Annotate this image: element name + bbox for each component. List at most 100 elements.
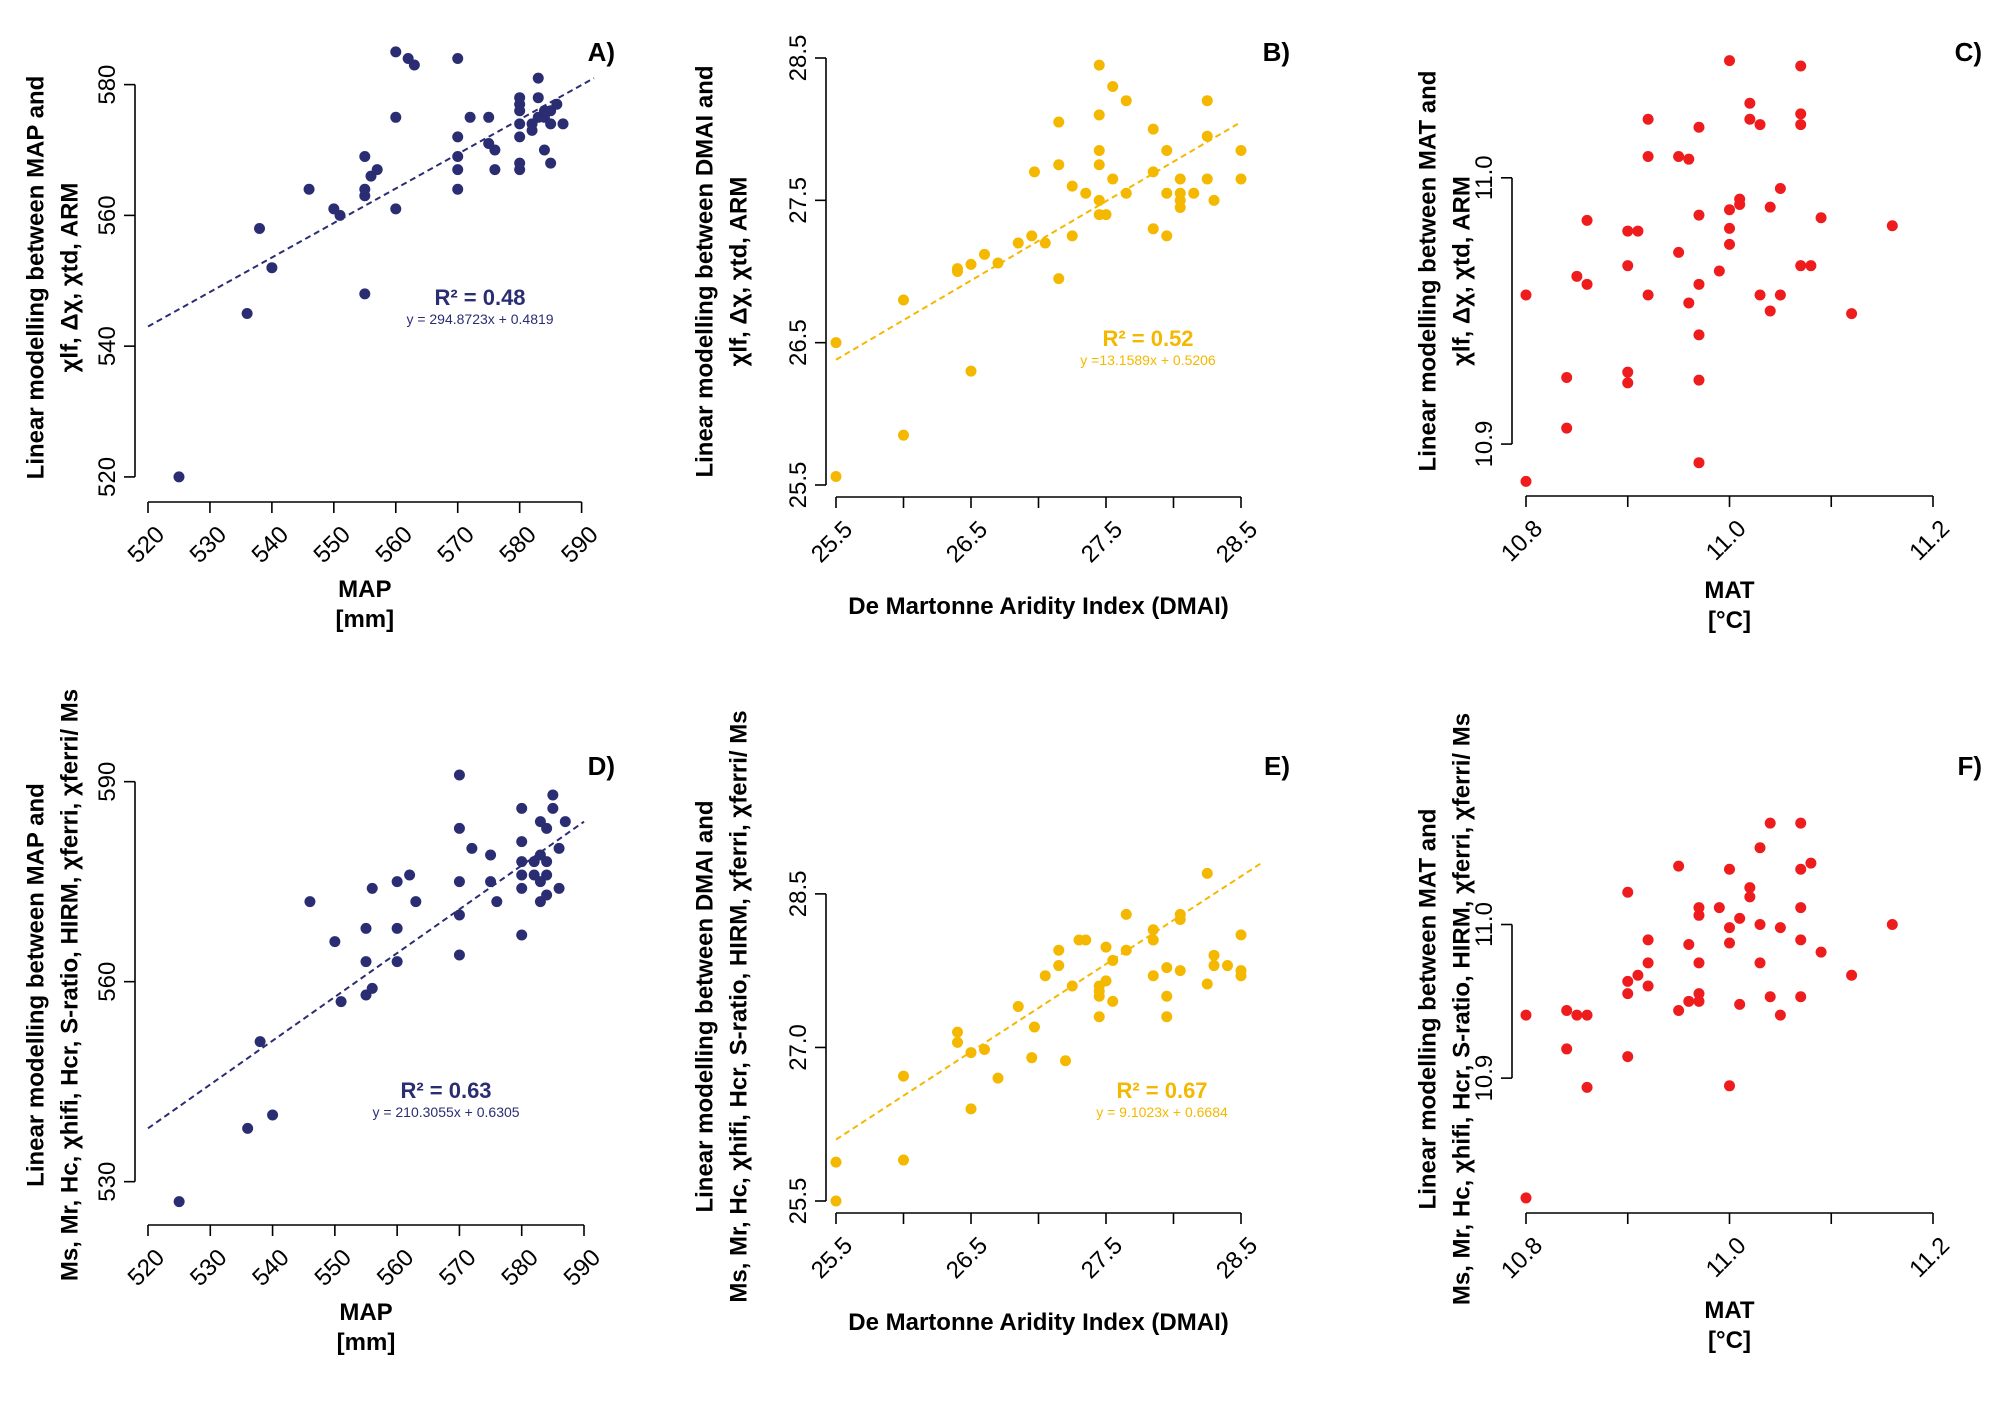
data-point xyxy=(1561,1005,1573,1017)
data-point xyxy=(1012,237,1024,249)
data-point xyxy=(1693,902,1705,914)
data-point xyxy=(390,46,402,58)
y-tick-label: 530 xyxy=(94,1162,121,1202)
data-point xyxy=(254,222,265,234)
data-point xyxy=(1235,965,1247,977)
data-point xyxy=(410,896,422,908)
data-point xyxy=(952,263,963,275)
data-point xyxy=(391,956,403,968)
r-squared-label: R² = 0.52 xyxy=(1102,326,1193,351)
x-axis-title: De Martonne Aridity Index (DMAI) xyxy=(848,1309,1228,1336)
data-point xyxy=(1724,937,1735,949)
data-point xyxy=(1012,1001,1024,1012)
chart-panel-6: 10.9 11.0 10.8 11.0 11.2 MAT [°C] Linear modell… xyxy=(1415,713,1983,1354)
data-point xyxy=(452,183,464,195)
x-tick-label: 28.5 xyxy=(1211,516,1263,568)
x-tick-label: 590 xyxy=(559,1244,606,1291)
data-point xyxy=(979,1043,990,1055)
y-tick-label: 11.0 xyxy=(1471,902,1498,947)
data-point xyxy=(514,92,526,104)
data-point xyxy=(1805,857,1817,869)
data-point xyxy=(1053,159,1065,171)
panel-letter: E) xyxy=(1264,751,1290,781)
data-point xyxy=(557,118,569,130)
data-point xyxy=(1161,990,1173,1002)
chart-panel-5: 25.5 27.0 28.5 25.5 26.5 27.5 28.5 De Martonne … xyxy=(692,710,1291,1336)
x-tick-label: 520 xyxy=(123,1244,170,1291)
data-point xyxy=(1120,908,1132,920)
x-tick-label: 27.5 xyxy=(1076,1232,1128,1284)
data-point xyxy=(516,882,528,894)
data-point xyxy=(404,869,416,881)
data-point xyxy=(1693,209,1705,221)
data-point xyxy=(453,876,465,888)
data-point xyxy=(1673,246,1685,258)
data-point xyxy=(1208,960,1220,972)
data-point xyxy=(1632,225,1644,237)
data-point xyxy=(359,151,371,163)
data-point xyxy=(1201,173,1213,185)
data-point xyxy=(1161,145,1173,157)
x-tick-label: 550 xyxy=(310,1244,357,1291)
data-point xyxy=(1201,95,1213,107)
data-point xyxy=(1174,965,1186,977)
data-point xyxy=(1774,182,1786,194)
data-point xyxy=(1053,116,1065,128)
data-point xyxy=(1683,995,1695,1007)
data-point xyxy=(1683,938,1695,950)
r-squared-label: R² = 0.67 xyxy=(1116,1078,1207,1103)
y-axis-title: Linear modelling between DMAI and xyxy=(692,800,719,1212)
data-point xyxy=(266,262,278,274)
data-point xyxy=(1100,941,1112,953)
fit-line xyxy=(147,77,595,328)
data-point xyxy=(1120,944,1132,956)
y-tick-label: 560 xyxy=(94,962,121,1002)
data-point xyxy=(1147,924,1159,936)
data-point xyxy=(1815,946,1827,958)
data-point xyxy=(1815,212,1827,224)
data-point xyxy=(1673,1005,1685,1017)
data-point xyxy=(489,144,501,156)
panel-letter: A) xyxy=(588,37,615,67)
data-point xyxy=(254,1036,266,1048)
regression-equation: y = 9.1023x + 0.6684 xyxy=(1096,1104,1228,1120)
data-point xyxy=(1235,145,1247,157)
y-tick-label: 27.0 xyxy=(785,1024,812,1071)
y-tick-label: 580 xyxy=(94,65,121,105)
data-point xyxy=(491,896,503,908)
data-point xyxy=(547,789,559,801)
x-tick-label: 11.0 xyxy=(1701,515,1752,566)
x-tick-label: 25.5 xyxy=(806,1232,858,1284)
data-point xyxy=(1053,273,1065,285)
data-point xyxy=(1053,960,1065,972)
y-axis-title: Linear modelling between DMAI and xyxy=(692,65,719,477)
data-point xyxy=(1107,954,1119,966)
data-point xyxy=(541,889,553,901)
data-point xyxy=(1795,60,1807,72)
data-point xyxy=(1174,173,1186,185)
data-point xyxy=(1693,278,1705,290)
data-point xyxy=(1642,289,1654,301)
data-point xyxy=(1561,372,1573,383)
data-point xyxy=(1846,969,1858,981)
x-tick-label: 11.2 xyxy=(1904,1232,1955,1283)
data-point xyxy=(1147,934,1159,946)
data-point xyxy=(992,257,1004,269)
data-point xyxy=(1147,223,1159,235)
data-point xyxy=(1795,119,1807,131)
data-point xyxy=(1093,194,1105,206)
data-point xyxy=(452,164,464,176)
data-point xyxy=(516,856,528,868)
data-point xyxy=(1581,1009,1593,1021)
data-point xyxy=(1642,934,1654,946)
data-point xyxy=(452,131,464,143)
y-axis-title: Linear modelling between MAT and xyxy=(1415,71,1442,472)
data-point xyxy=(965,258,977,270)
data-point xyxy=(1161,187,1173,199)
data-point xyxy=(1100,209,1112,221)
data-point xyxy=(1581,214,1593,226)
x-axis-title: MAT xyxy=(1704,1297,1755,1324)
data-point xyxy=(485,876,497,888)
data-point xyxy=(952,1026,963,1038)
panel-letter: D) xyxy=(588,751,615,781)
